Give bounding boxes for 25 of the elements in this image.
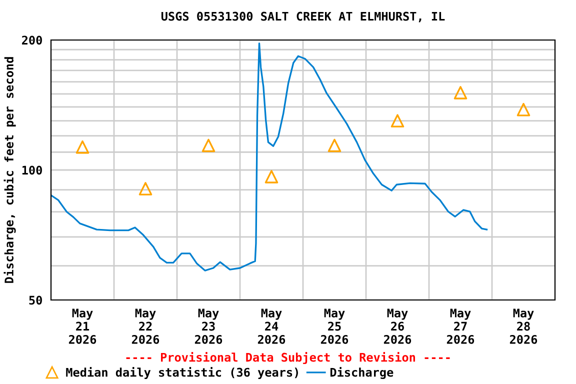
y-axis-title: Discharge, cubic feet per second <box>4 57 16 283</box>
point <box>76 140 90 154</box>
x-tick-label: May 24 2026 <box>258 308 286 344</box>
point <box>328 138 342 152</box>
point <box>138 182 152 196</box>
y-tick-label: 200 <box>22 36 42 45</box>
legend-label: Median daily statistic (36 years) <box>66 366 298 380</box>
point <box>264 170 278 184</box>
y-tick-label: 100 <box>22 166 42 175</box>
x-tick-label: May 21 2026 <box>68 308 96 344</box>
x-tick-label: May 22 2026 <box>132 308 160 344</box>
text: ---- Provisional Data Subject to Revision ---- <box>126 352 450 364</box>
point <box>390 114 404 128</box>
point <box>454 86 468 100</box>
line-series <box>51 42 488 272</box>
x-tick-label: May 27 2026 <box>446 308 474 344</box>
legend-label: Discharge <box>330 366 394 380</box>
x-tick-label: May 26 2026 <box>384 308 412 344</box>
y-tick-label: 50 <box>29 296 42 305</box>
x-tick-label: May 23 2026 <box>194 308 222 344</box>
x-tick-label: May 25 2026 <box>320 308 348 344</box>
x-tick-label: May 28 2026 <box>510 308 538 344</box>
chart-title: USGS 05531300 SALT CREEK AT ELMHURST, IL <box>161 12 445 22</box>
point <box>202 138 216 152</box>
point <box>516 102 530 116</box>
